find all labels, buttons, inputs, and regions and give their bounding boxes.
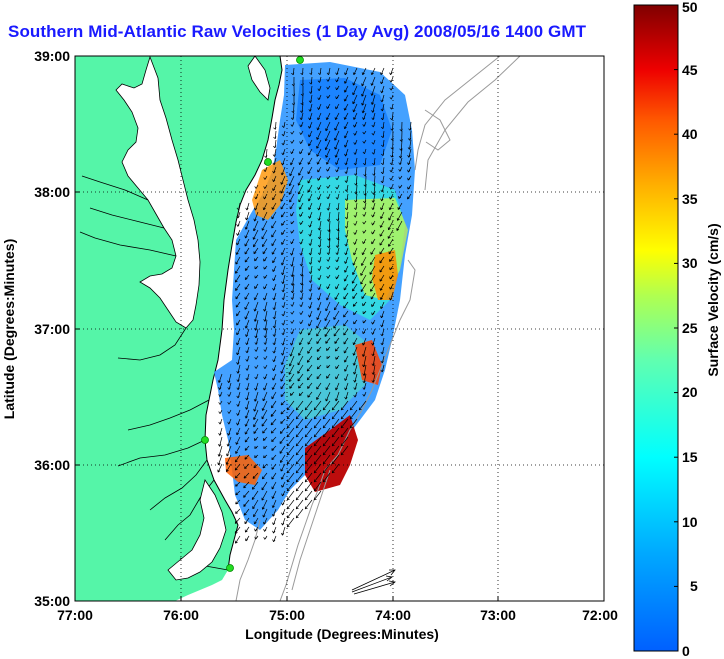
colorbar-ticks (674, 4, 678, 652)
y-tick-label: 35:00 (34, 593, 70, 609)
y-tick-label: 37:00 (34, 321, 70, 337)
map-title: Southern Mid-Atlantic Raw Velocities (1 … (8, 22, 587, 41)
x-tick-label: 73:00 (480, 607, 516, 623)
axis-ticks (74, 55, 605, 602)
velocity-low-core (296, 78, 392, 170)
colorbar-label: Surface Velocity (cm/s) (705, 223, 721, 376)
colorbar-tick-label: 35 (682, 191, 698, 207)
radar-site-marker (264, 158, 272, 166)
radar-site-marker (201, 436, 209, 444)
colorbar (633, 4, 679, 652)
vector-scale (351, 569, 396, 595)
x-tick-label: 75:00 (269, 607, 305, 623)
y-axis-label: Latitude (Degrees:Minutes) (1, 239, 17, 419)
velocity-mid-south (285, 325, 370, 420)
grid-lines (75, 56, 604, 601)
radar-sites (201, 56, 304, 572)
land-mass (75, 56, 282, 601)
current-vectors (217, 67, 412, 544)
x-axis-label: Longitude (Degrees:Minutes) (245, 626, 439, 642)
x-tick-label: 76:00 (163, 607, 199, 623)
y-tick-label: 38:00 (34, 184, 70, 200)
current-vector-arrows (217, 67, 412, 544)
radar-site-marker (296, 56, 304, 64)
bathymetry-contours (235, 56, 521, 601)
x-tick-label: 74:00 (375, 607, 411, 623)
delaware-bay (247, 56, 271, 101)
x-tick-label: 72:00 (582, 607, 618, 623)
x-tick-label: 77:00 (57, 607, 93, 623)
colorbar-tick-label: 15 (682, 449, 698, 465)
colorbar-tick-label: 30 (682, 255, 698, 271)
velocity-orange-south (225, 455, 262, 485)
y-tick-label: 36:00 (34, 457, 70, 473)
colorbar-tick-label: 10 (682, 514, 698, 530)
coastline (204, 56, 283, 571)
velocity-red-core (305, 415, 358, 492)
velocity-orange-nearshore (252, 160, 288, 220)
chesapeake-bay (115, 56, 201, 329)
colorbar-tick-label: 0 (682, 643, 690, 659)
radar-site-marker (226, 564, 234, 572)
colorbar-tick-label: 45 (682, 62, 698, 78)
y-tick-label: 39:00 (34, 48, 70, 64)
colorbar-tick-label: 25 (682, 320, 698, 336)
colorbar-tick-label: 50 (682, 0, 698, 15)
colorbar-tick-label: 20 (682, 384, 698, 400)
colorbar-tick-label: 5 (690, 578, 698, 594)
pamlico-sound (167, 479, 227, 581)
velocity-red-patch-a (355, 340, 382, 385)
colorbar-tick-label: 40 (682, 126, 698, 142)
